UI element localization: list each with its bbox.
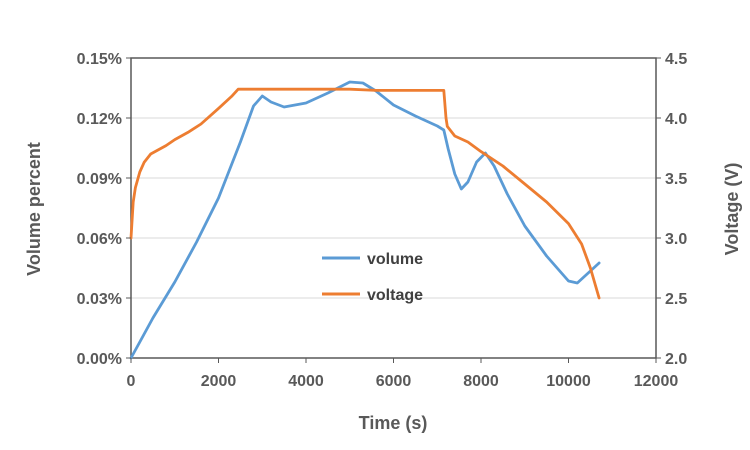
x-axis-title: Time (s) (359, 413, 428, 433)
left-y-tick-label: 0.09% (77, 171, 122, 188)
x-tick-label: 12000 (634, 373, 679, 390)
legend: volume voltage (322, 251, 423, 304)
x-tick-label: 6000 (376, 373, 412, 390)
x-tick-label: 4000 (288, 373, 324, 390)
gridlines (131, 117, 656, 299)
left-y-tick-label: 0.15% (77, 51, 122, 68)
left-y-tick-label: 0.06% (77, 231, 122, 248)
right-y-axis-title: Voltage (V) (722, 163, 742, 256)
left-y-tick-label: 0.00% (77, 351, 122, 368)
legend-label-volume: volume (367, 251, 423, 268)
series-line-voltage (129, 87, 601, 300)
right-y-tick-label: 3.5 (665, 171, 687, 188)
right-y-axis-ticks: 2.0 2.5 3.0 3.5 4.0 4.5 (656, 51, 687, 368)
x-tick-label: 2000 (201, 373, 237, 390)
x-tick-label: 8000 (463, 373, 499, 390)
right-y-tick-label: 3.0 (665, 231, 687, 248)
x-axis-ticks: 0 2000 4000 6000 8000 10000 12000 (127, 358, 679, 390)
right-y-tick-label: 4.0 (665, 111, 687, 128)
left-y-tick-label: 0.03% (77, 291, 122, 308)
series-layer (129, 80, 601, 360)
left-y-axis-ticks: 0.00% 0.03% 0.06% 0.09% 0.12% 0.15% (77, 51, 131, 368)
legend-label-voltage: voltage (367, 287, 423, 304)
left-y-tick-label: 0.12% (77, 111, 122, 128)
right-y-tick-label: 2.5 (665, 291, 687, 308)
right-y-tick-label: 4.5 (665, 51, 687, 68)
series-line-volume (129, 80, 601, 360)
left-y-axis-title: Volume percent (24, 142, 44, 276)
x-tick-label: 10000 (546, 373, 591, 390)
right-y-tick-label: 2.0 (665, 351, 687, 368)
plot-border (130, 57, 657, 359)
plot-area (130, 57, 657, 359)
x-tick-label: 0 (127, 373, 136, 390)
